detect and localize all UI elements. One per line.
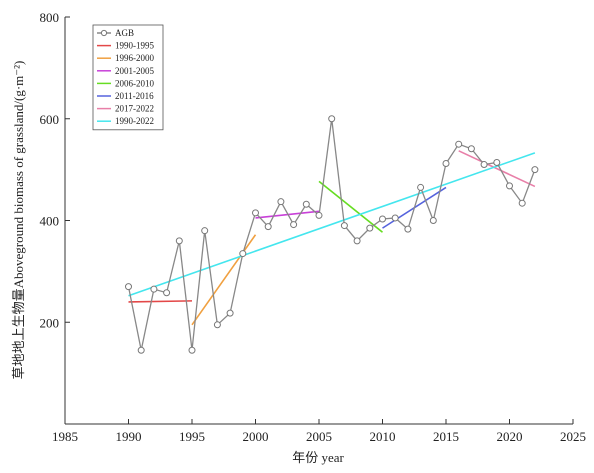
x-tick-label: 2020 <box>497 429 523 444</box>
agb-point <box>404 225 412 233</box>
agb-point <box>302 200 310 208</box>
trend-line-1996-2000 <box>191 234 257 326</box>
agb-point <box>188 346 196 354</box>
y-tick-label: 200 <box>40 315 60 330</box>
agb-point <box>518 199 526 207</box>
x-tick-label: 1985 <box>52 429 78 444</box>
agb-point <box>163 289 171 297</box>
agb-point <box>252 209 259 217</box>
x-tick-label: 2010 <box>370 429 396 444</box>
y-tick-label: 400 <box>40 214 60 229</box>
agb-point <box>455 140 463 148</box>
agb-point <box>213 321 221 329</box>
y-tick-label: 800 <box>40 10 60 25</box>
trend-line-2001-2005 <box>255 210 320 219</box>
x-tick-label: 2015 <box>433 429 459 444</box>
agb-point <box>137 346 145 354</box>
legend-box <box>92 24 164 131</box>
x-tick-label: 1990 <box>116 429 142 444</box>
agb-point <box>391 214 399 222</box>
x-tick-label: 1995 <box>179 429 205 444</box>
legend-label: AGB <box>115 28 134 38</box>
agb-point <box>277 198 285 206</box>
trend-line-1990-1995 <box>128 300 193 303</box>
trend-line-1990-2022 <box>128 152 536 297</box>
agb-point <box>315 211 323 219</box>
legend-label: 2001-2005 <box>115 66 154 76</box>
trend-line-2006-2010 <box>318 180 384 233</box>
y-axis-title: 草地地上生物量Aboveground biomass of grassland/… <box>11 61 26 380</box>
trend-line-2017-2022 <box>458 150 536 188</box>
agb-point <box>290 221 298 229</box>
agb-point <box>175 237 183 245</box>
legend-label: 2017-2022 <box>115 104 154 114</box>
agb-point <box>201 227 209 235</box>
agb-point <box>264 223 272 231</box>
legend-label: 1996-2000 <box>115 53 154 63</box>
agb-point <box>506 182 513 190</box>
agb-point <box>417 183 425 191</box>
x-tick-label: 2000 <box>243 429 269 444</box>
agb-point <box>150 285 158 293</box>
x-tick-label: 2005 <box>306 429 332 444</box>
legend-label: 2006-2010 <box>115 78 154 88</box>
legend-label: 1990-1995 <box>115 41 154 51</box>
agb-point <box>239 250 247 258</box>
agb-point <box>379 215 386 223</box>
axis-titles: 年份 year 草地地上生物量Aboveground biomass of gr… <box>11 61 344 465</box>
agb-point <box>442 160 450 168</box>
agb-point <box>125 283 132 291</box>
series-layer <box>125 115 539 354</box>
agb-point <box>226 309 234 317</box>
agb-point <box>328 115 336 123</box>
legend: AGB 1990-1995 1996-2000 2001-2005 2006-2010 2… <box>92 24 164 131</box>
agb-point <box>429 217 437 224</box>
agb-point <box>353 237 361 245</box>
agb-point <box>340 222 348 230</box>
agb-point <box>480 161 488 169</box>
legend-label: 2011-2016 <box>115 91 154 101</box>
agb-point <box>467 145 475 153</box>
agb-series-line <box>127 118 536 351</box>
x-tick-label: 2025 <box>560 429 586 444</box>
agb-point <box>366 224 374 232</box>
legend-label: 1990-2022 <box>115 116 154 126</box>
x-axis-title: 年份 year <box>292 450 344 465</box>
y-tick-label: 600 <box>40 112 60 127</box>
agb-point <box>493 159 501 167</box>
legend-marker <box>100 29 108 37</box>
axes-layer: 1985 1990 1995 2000 2005 2010 2015 2020 2025 200 4… <box>40 10 587 444</box>
agb-point <box>531 166 539 174</box>
